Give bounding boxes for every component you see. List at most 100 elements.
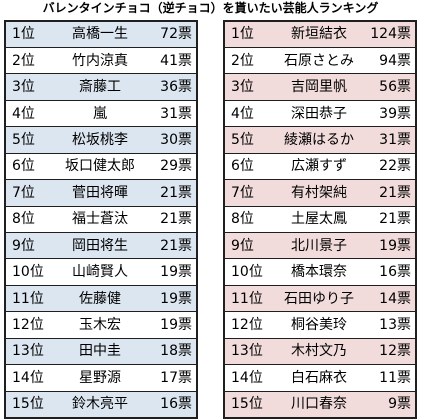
rank-cell: 11位 (224, 284, 277, 312)
ranking-row: 14位 星野源 17票 (5, 364, 197, 392)
ranking-row: 3位 斎藤工 36票 (5, 73, 197, 101)
ranking-row: 12位 玉木宏 19票 (5, 311, 197, 339)
votes-cell: 17票 (142, 364, 197, 392)
name-cell: 綾瀬はるか (277, 126, 361, 154)
ranking-row: 2位 石原さとみ 94票 (224, 46, 416, 74)
rank-cell: 5位 (224, 126, 277, 154)
name-cell: 川口春奈 (277, 390, 361, 418)
votes-cell: 19票 (142, 284, 197, 312)
votes-cell: 39票 (361, 99, 416, 127)
ranking-row: 1位 新垣結衣 124票 (224, 21, 416, 48)
rank-cell: 12位 (5, 311, 58, 339)
page-title: バレンタインチョコ（逆チョコ）を貰いたい芸能人ランキング (42, 1, 379, 15)
votes-cell: 21票 (361, 179, 416, 207)
votes-cell: 11票 (361, 364, 416, 392)
rank-cell: 9位 (224, 231, 277, 259)
votes-cell: 31票 (361, 126, 416, 154)
rank-cell: 14位 (5, 364, 58, 392)
name-cell: 山崎賢人 (58, 258, 142, 286)
votes-cell: 72票 (160, 26, 192, 43)
rank-cell: 1位 (231, 26, 254, 43)
rank-cell: 4位 (5, 99, 58, 127)
name-cell: 広瀬すず (277, 152, 361, 180)
rank-cell: 13位 (5, 337, 58, 365)
ranking-row: 15位 鈴木亮平 16票 (5, 390, 197, 418)
ranking-row: 5位 綾瀬はるか 31票 (224, 126, 416, 154)
ranking-row: 5位 松坂桃李 30票 (5, 126, 197, 154)
votes-cell: 22票 (361, 152, 416, 180)
ranking-row: 14位 白石麻衣 11票 (224, 364, 416, 392)
ranking-row: 2位 竹内涼真 41票 (5, 46, 197, 74)
votes-cell: 36票 (142, 73, 197, 101)
rank-cell: 4位 (224, 99, 277, 127)
rank-cell: 8位 (224, 205, 277, 233)
name-cell: 福士蒼汰 (58, 205, 142, 233)
votes-cell: 16票 (142, 390, 197, 418)
men-ranking-body: 1位 高橋一生 72票 2位 竹内涼真 41票 3位 斎藤工 36票 4位嵐 31票 5位 松坂桃李 30… (5, 21, 197, 418)
name-cell: 有村架純 (277, 179, 361, 207)
name-cell: 玉木宏 (58, 311, 142, 339)
ranking-row: 4位嵐 31票 (5, 99, 197, 127)
ranking-row: 9位 北川景子 19票 (224, 231, 416, 259)
name-cell: 土屋太鳳 (277, 205, 361, 233)
votes-cell: 14票 (361, 284, 416, 312)
name-cell: 木村文乃 (277, 337, 361, 365)
name-cell: 竹内涼真 (58, 46, 142, 74)
name-cell: 坂口健太郎 (58, 152, 142, 180)
name-cell: 北川景子 (277, 231, 361, 259)
name-cell: 菅田将暉 (58, 179, 142, 207)
rank-cell: 5位 (5, 126, 58, 154)
ranking-row: 6位 広瀬すず 22票 (224, 152, 416, 180)
name-cell: 石田ゆり子 (277, 284, 361, 312)
men-ranking-table: 1位 高橋一生 72票 2位 竹内涼真 41票 3位 斎藤工 36票 4位嵐 31票 5位 松坂桃李 30… (4, 20, 198, 419)
ranking-row: 13位 田中圭 18票 (5, 337, 197, 365)
rank-cell: 1位 (12, 26, 35, 43)
name-cell: 橋本環奈 (277, 258, 361, 286)
ranking-row: 1位 高橋一生 72票 (5, 21, 197, 48)
ranking-row: 12位 桐谷美玲 13票 (224, 311, 416, 339)
votes-cell: 30票 (142, 126, 197, 154)
women-ranking-body: 1位 新垣結衣 124票 2位 石原さとみ 94票 3位 吉岡里帆 56票 4位 深田恭子 39票 5位… (224, 21, 416, 418)
votes-cell: 124票 (370, 26, 411, 43)
name-cell: 斎藤工 (58, 73, 142, 101)
rank-cell: 7位 (5, 179, 58, 207)
name-cell: 岡田将生 (58, 231, 142, 259)
rank-cell: 2位 (5, 46, 58, 74)
name-cell: 桐谷美玲 (277, 311, 361, 339)
rank-cell: 3位 (224, 73, 277, 101)
votes-cell: 19票 (361, 231, 416, 259)
name-cell: 吉岡里帆 (277, 73, 361, 101)
ranking-row: 7位 有村架純 21票 (224, 179, 416, 207)
rank-cell: 15位 (5, 390, 58, 418)
name-cell: 深田恭子 (277, 99, 361, 127)
rank-cell: 11位 (5, 284, 58, 312)
votes-cell: 21票 (361, 205, 416, 233)
votes-cell: 21票 (142, 231, 197, 259)
votes-cell: 94票 (361, 46, 416, 74)
name-cell: 高橋一生 (72, 26, 128, 43)
votes-cell: 41票 (142, 46, 197, 74)
name-cell: 新垣結衣 (291, 26, 347, 43)
ranking-row: 4位 深田恭子 39票 (224, 99, 416, 127)
name-cell: 松坂桃李 (58, 126, 142, 154)
votes-cell: 31票 (142, 99, 197, 127)
votes-cell: 21票 (142, 205, 197, 233)
votes-cell: 19票 (142, 311, 197, 339)
rank-cell: 6位 (224, 152, 277, 180)
name-cell: 石原さとみ (277, 46, 361, 74)
rank-cell: 10位 (5, 258, 58, 286)
rank-cell: 6位 (5, 152, 58, 180)
votes-cell: 9票 (361, 390, 416, 418)
name-cell: 田中圭 (58, 337, 142, 365)
rank-cell: 2位 (224, 46, 277, 74)
name-cell: 佐藤健 (58, 284, 142, 312)
votes-cell: 19票 (142, 258, 197, 286)
votes-cell: 16票 (361, 258, 416, 286)
ranking-row: 7位 菅田将暉 21票 (5, 179, 197, 207)
women-ranking-table: 1位 新垣結衣 124票 2位 石原さとみ 94票 3位 吉岡里帆 56票 4位 深田恭子 39票 5位… (223, 20, 417, 419)
name-cell: 鈴木亮平 (58, 390, 142, 418)
rank-cell: 14位 (224, 364, 277, 392)
ranking-row: 13位 木村文乃 12票 (224, 337, 416, 365)
ranking-row: 15位 川口春奈 9票 (224, 390, 416, 418)
rank-cell: 9位 (5, 231, 58, 259)
